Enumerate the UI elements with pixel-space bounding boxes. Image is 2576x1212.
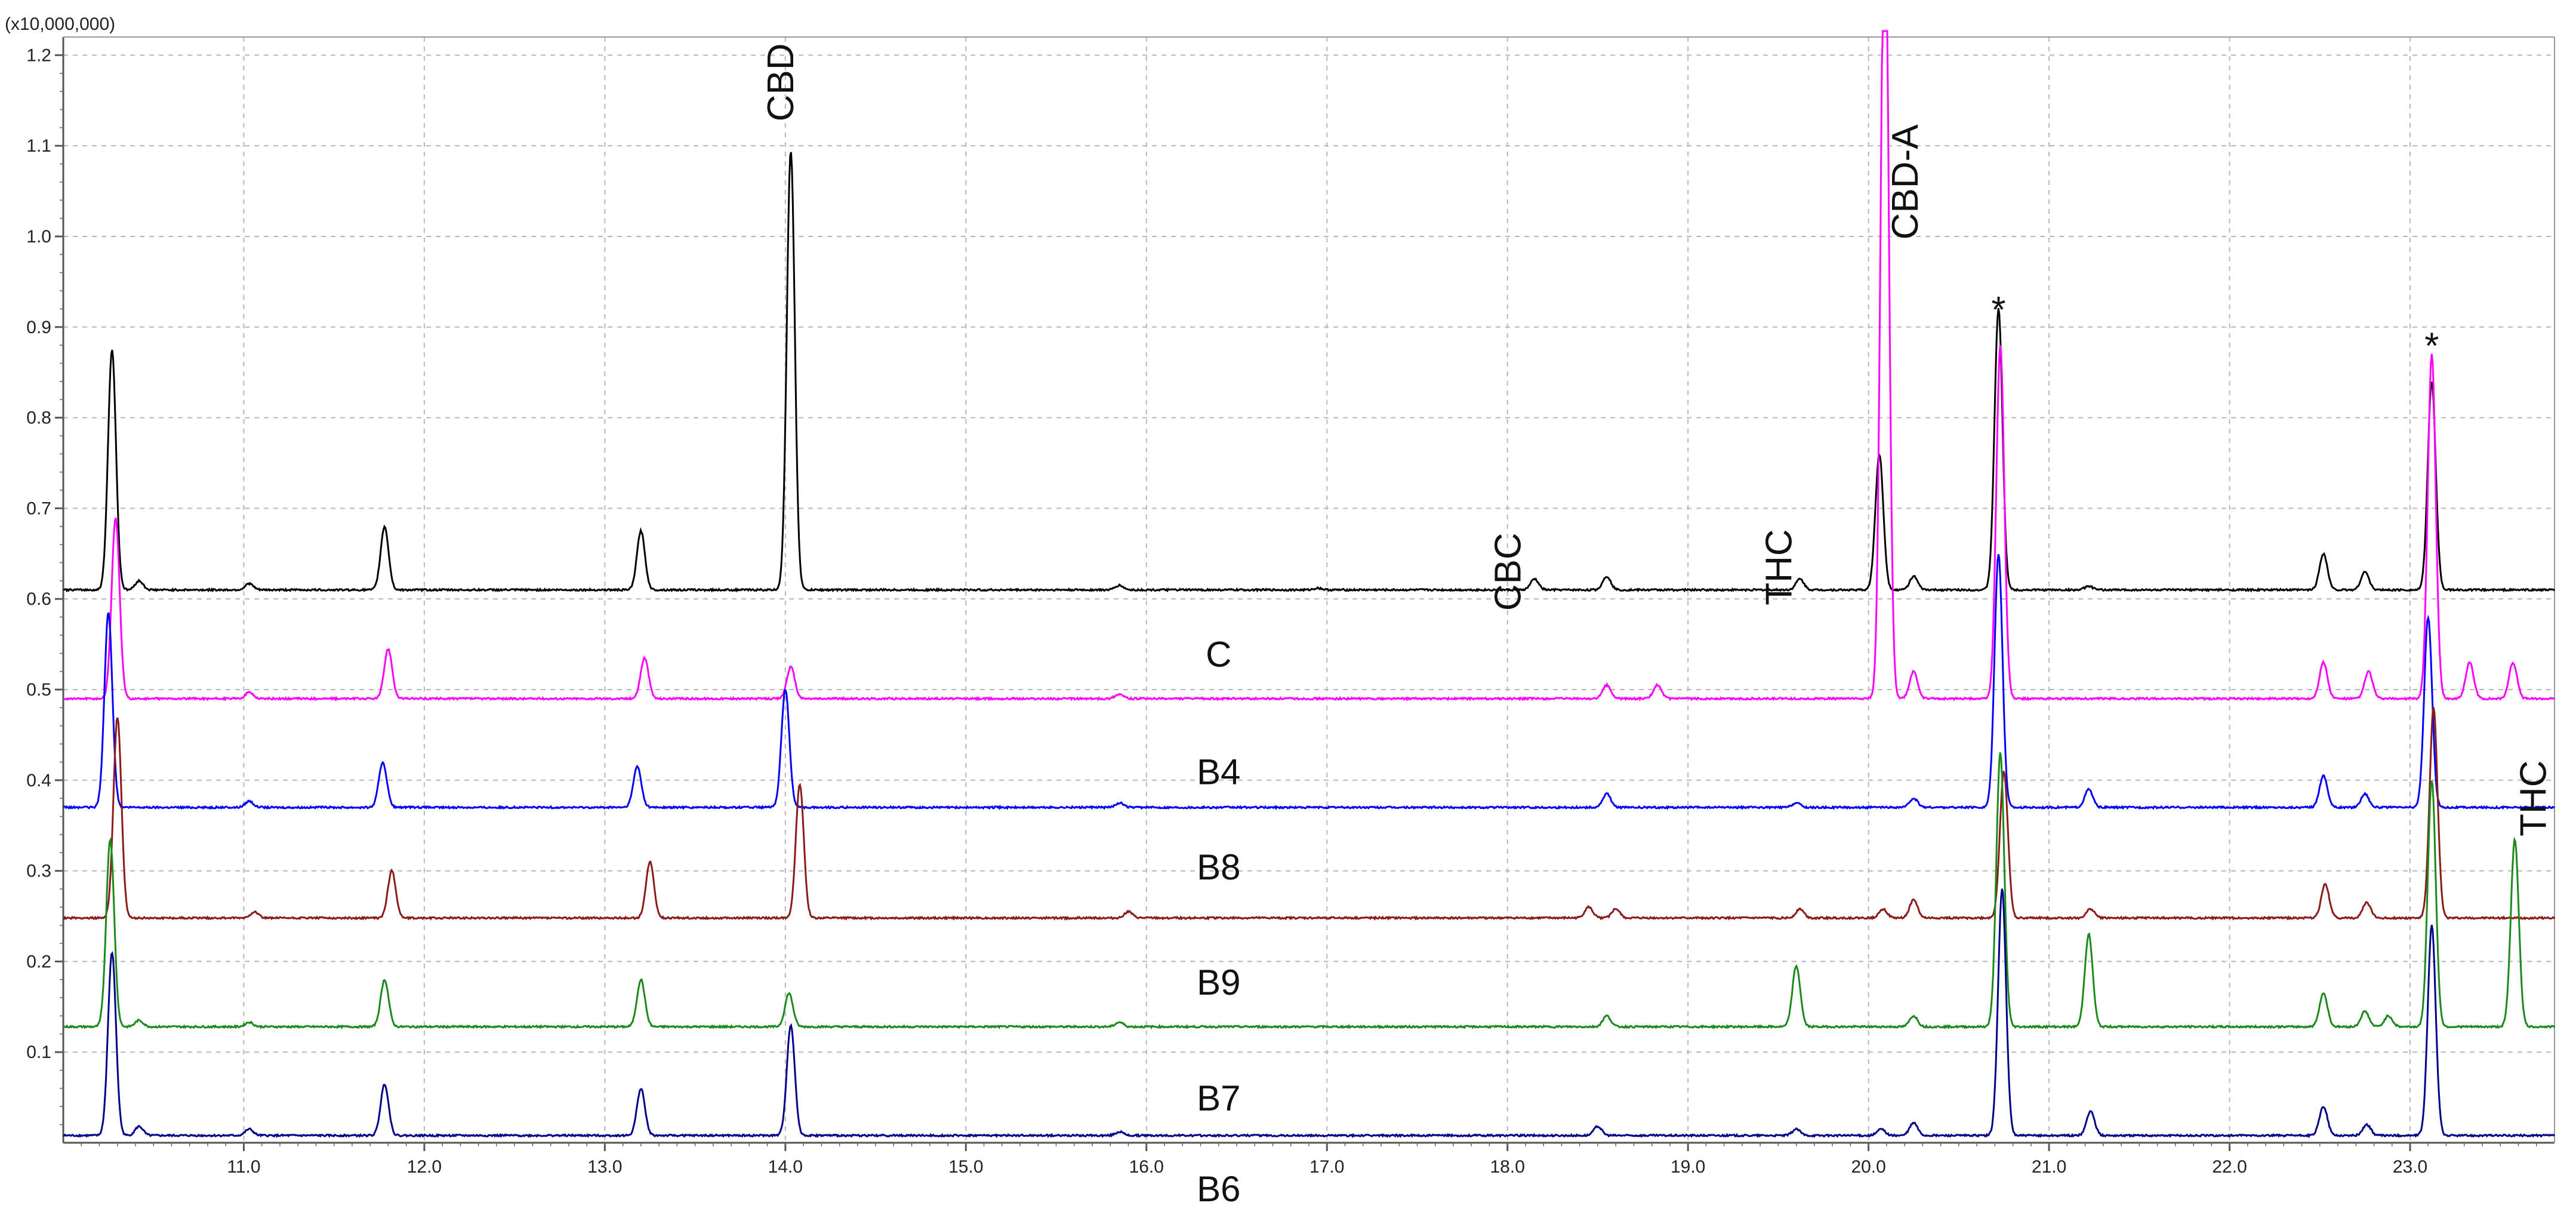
y-tick-label: 1.2: [26, 45, 51, 65]
x-tick-label: 19.0: [1671, 1157, 1705, 1177]
peak-label: CBD-A: [1885, 124, 1926, 240]
peak-annotations: CBD CBC THC CBD-A * * THC: [760, 43, 2555, 836]
y-tick-label: 0.2: [26, 952, 51, 971]
y-multiplier-label: (x10,000,000): [5, 14, 115, 34]
y-tick-label: 1.0: [26, 227, 51, 247]
x-tick-label: 13.0: [587, 1157, 622, 1177]
y-tick-label: 0.7: [26, 499, 51, 518]
peak-label: CBD: [760, 43, 802, 121]
trace-label-b7: B7: [1197, 1078, 1240, 1118]
trace-label-b4: B4: [1197, 752, 1240, 792]
trace-b8: [63, 554, 2555, 811]
y-tick-label: 0.4: [26, 771, 51, 790]
peak-label: THC: [2513, 760, 2555, 836]
y-tick-labels: 0.1 0.2 0.3 0.4 0.5 0.6 0.7 0.8 0.9 1.0 1.1 1.2: [26, 45, 63, 1125]
grid-lines: [63, 37, 2555, 1143]
trace-b6: [63, 888, 2556, 1139]
x-tick-label: 17.0: [1309, 1157, 1344, 1177]
x-tick-label: 20.0: [1851, 1157, 1885, 1177]
peak-marker: *: [1991, 290, 2005, 331]
x-tick-label: 22.0: [2212, 1157, 2247, 1177]
peak-marker: *: [2424, 326, 2439, 367]
trace-label-c: C: [1206, 634, 1231, 674]
y-tick-label: 0.9: [26, 318, 51, 337]
trace-b4: [62, 30, 2556, 702]
peak-label: THC: [1758, 529, 1799, 605]
y-tick-label: 1.1: [26, 136, 51, 156]
x-tick-label: 23.0: [2393, 1157, 2427, 1177]
trace-b7: [63, 752, 2556, 1030]
trace-c: [63, 152, 2556, 593]
x-tick-label: 21.0: [2032, 1157, 2066, 1177]
y-tick-label: 0.8: [26, 408, 51, 428]
x-tick-label: 12.0: [407, 1157, 442, 1177]
trace-labels: C B4 B8 B9 B7 B6: [1197, 634, 1240, 1209]
x-tick-label: 15.0: [948, 1157, 983, 1177]
x-tick-label: 11.0: [227, 1157, 260, 1177]
x-tick-labels: 11.0 12.0 13.0 14.0 15.0 16.0 17.0 18.0 19.0 20.0…: [81, 1143, 2537, 1177]
y-tick-label: 0.5: [26, 680, 51, 700]
y-tick-label: 0.1: [26, 1042, 51, 1062]
x-tick-label: 16.0: [1129, 1157, 1164, 1177]
chromatogram-traces: [62, 30, 2556, 1139]
y-tick-label: 0.6: [26, 589, 51, 609]
trace-label-b9: B9: [1197, 962, 1240, 1002]
x-tick-label: 14.0: [768, 1157, 803, 1177]
x-tick-label: 18.0: [1490, 1157, 1525, 1177]
trace-label-b8: B8: [1197, 847, 1240, 887]
peak-label: CBC: [1488, 533, 1529, 611]
trace-label-b6: B6: [1197, 1169, 1240, 1209]
y-tick-label: 0.3: [26, 862, 51, 881]
trace-b9: [63, 707, 2556, 921]
